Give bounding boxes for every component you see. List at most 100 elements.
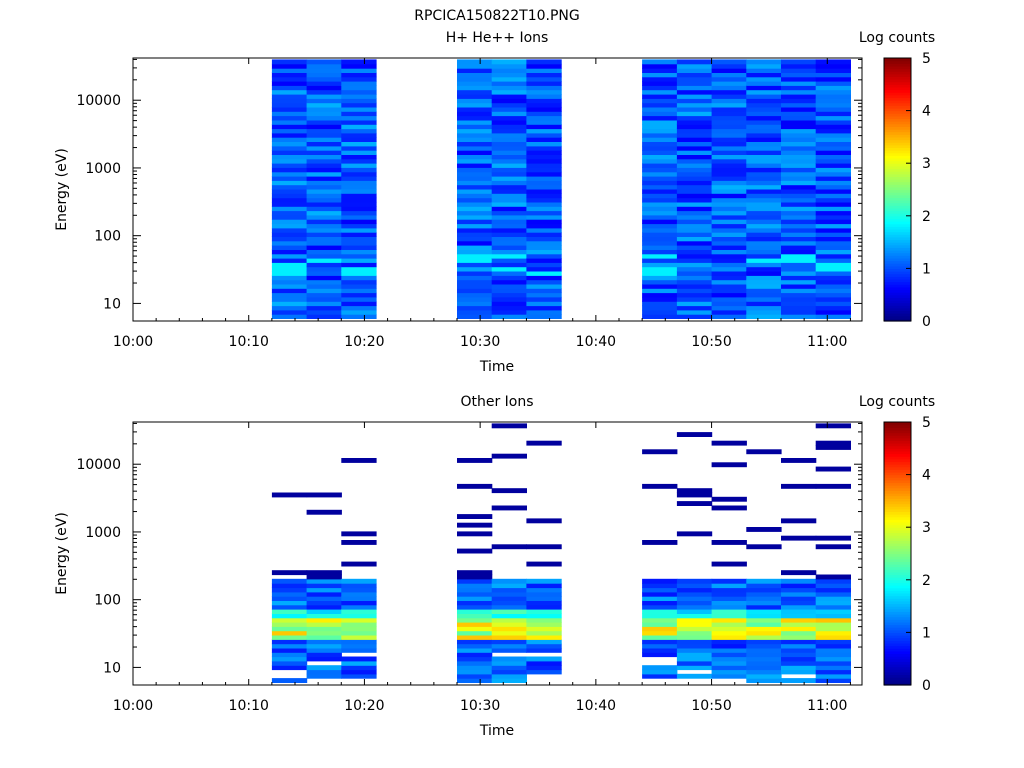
heatmap-cell	[457, 63, 493, 69]
heatmap-cell	[306, 249, 342, 255]
heatmap-cell	[271, 89, 308, 95]
heatmap-cell	[491, 102, 527, 108]
heatmap-cell	[676, 193, 713, 199]
heatmap-cell	[341, 249, 377, 255]
heatmap-cell	[341, 613, 377, 619]
heatmap-cell	[457, 210, 493, 216]
heatmap-cell	[711, 132, 747, 138]
heatmap-cell	[457, 214, 493, 220]
heatmap-cell	[711, 201, 747, 207]
heatmap-cell	[526, 180, 562, 186]
heatmap-cell	[781, 128, 817, 134]
heatmap-cell	[746, 249, 782, 255]
heatmap-cell	[815, 544, 851, 550]
colorbar-swatch	[884, 244, 911, 248]
heatmap-cell	[457, 176, 493, 181]
heatmap-cell	[746, 527, 782, 532]
heatmap-cell	[676, 63, 713, 69]
heatmap-cell	[746, 167, 782, 173]
heatmap-cell	[746, 206, 782, 212]
heatmap-cell	[711, 85, 747, 91]
heatmap-cell	[341, 314, 377, 319]
heatmap-cell	[341, 604, 377, 610]
heatmap-cell	[781, 119, 817, 125]
heatmap-cell	[746, 630, 782, 636]
heatmap-cell	[815, 223, 851, 229]
heatmap-cell	[781, 314, 817, 319]
heatmap-cell	[815, 535, 851, 541]
heatmap-cell	[306, 509, 342, 515]
heatmap-cell	[341, 193, 377, 199]
heatmap-cell	[815, 249, 851, 255]
heatmap-cell	[306, 197, 342, 203]
heatmap-cell	[781, 85, 817, 91]
heatmap-cell	[271, 72, 308, 78]
heatmap-cell	[746, 309, 782, 315]
heatmap-cell	[271, 652, 308, 658]
heatmap-cell	[271, 626, 308, 632]
heatmap-cell	[341, 305, 377, 311]
heatmap-cell	[746, 176, 782, 181]
heatmap-cell	[642, 219, 678, 225]
heatmap-cell	[341, 266, 377, 272]
heatmap-cell	[341, 309, 377, 315]
colorbar-swatch	[884, 65, 911, 70]
heatmap-cell	[711, 210, 747, 216]
heatmap-cell	[642, 227, 678, 233]
heatmap-cell	[306, 81, 342, 86]
heatmap-cell	[781, 643, 817, 649]
heatmap-cell	[746, 314, 782, 319]
heatmap-cell	[491, 283, 527, 289]
heatmap-cell	[491, 137, 527, 142]
heatmap-cell	[781, 193, 817, 199]
heatmap-cell	[746, 245, 782, 250]
heatmap-cell	[526, 206, 562, 212]
colorbar-swatch	[884, 579, 911, 584]
heatmap-cell	[341, 669, 377, 675]
colorbar-swatch	[884, 553, 911, 557]
x-tick-label: 10:50	[691, 698, 731, 714]
heatmap-cell	[271, 275, 308, 281]
colorbar-swatch	[884, 215, 911, 220]
heatmap-cell	[746, 188, 782, 194]
heatmap-cell	[526, 561, 562, 567]
colorbar-swatch	[884, 561, 911, 565]
heatmap-cell	[781, 158, 817, 164]
heatmap-cell	[642, 232, 678, 237]
heatmap-cell	[676, 587, 713, 593]
heatmap-cell	[306, 102, 342, 108]
heatmap-cell	[491, 309, 527, 315]
heatmap-cell	[642, 673, 678, 679]
heatmap-cell	[306, 132, 342, 138]
colorbar-swatch	[884, 527, 911, 531]
heatmap-cell	[457, 531, 493, 537]
heatmap-cell	[711, 223, 747, 229]
heatmap-cell	[642, 604, 678, 610]
heatmap-cell	[746, 94, 782, 99]
heatmap-cell	[711, 81, 747, 86]
heatmap-cell	[491, 236, 527, 242]
heatmap-cell	[491, 219, 527, 225]
colorbar-swatch	[884, 571, 911, 576]
colorbar-swatch	[884, 535, 911, 539]
colorbar-swatch	[884, 550, 911, 555]
heatmap-cell	[526, 167, 562, 173]
heatmap-cell	[526, 89, 562, 95]
colorbar-swatch	[884, 94, 911, 99]
heatmap-cell	[341, 171, 377, 177]
heatmap-cell	[746, 678, 782, 683]
x-tick-label: 10:30	[460, 334, 500, 350]
heatmap-cell	[815, 72, 851, 78]
colorbar-swatch	[884, 302, 911, 306]
heatmap-cell	[746, 98, 782, 104]
heatmap-cell	[341, 94, 377, 99]
colorbar-swatch	[884, 239, 911, 243]
heatmap-cell	[271, 596, 308, 601]
heatmap-cell	[642, 600, 678, 606]
heatmap-cell	[457, 145, 493, 151]
colorbar-swatch	[884, 479, 911, 484]
heatmap-cell	[457, 102, 493, 108]
heatmap-cell	[676, 600, 713, 606]
heatmap-cell	[642, 279, 678, 285]
heatmap-cell	[781, 188, 817, 194]
